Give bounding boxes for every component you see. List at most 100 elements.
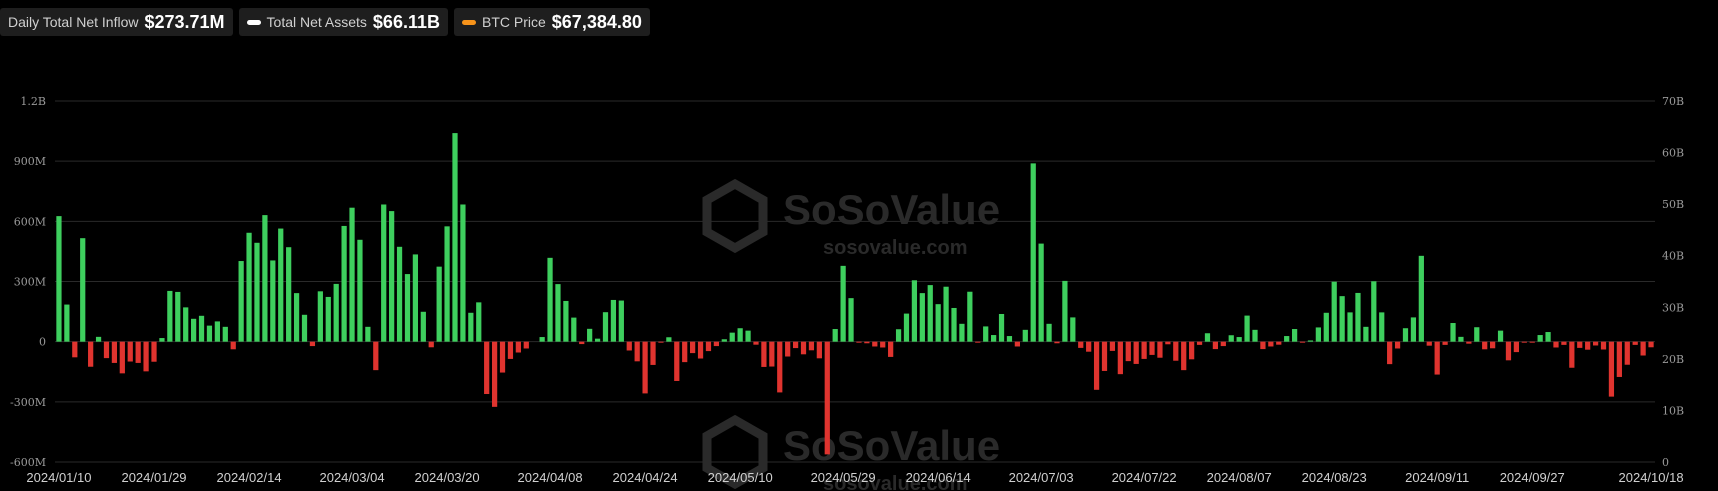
outflow-bar bbox=[230, 341, 236, 350]
outflow-bar bbox=[1426, 341, 1432, 346]
inflow-bar bbox=[1236, 337, 1242, 342]
inflow-bar bbox=[396, 246, 403, 342]
outflow-bar bbox=[1165, 341, 1171, 345]
outflow-bar bbox=[135, 341, 141, 363]
outflow-bar bbox=[523, 341, 529, 349]
inflow-bar bbox=[1371, 281, 1377, 342]
x-axis-tick: 2024/08/07 bbox=[1207, 470, 1272, 485]
outflow-bar bbox=[769, 341, 775, 367]
outflow-bar bbox=[484, 341, 490, 395]
outflow-bar bbox=[1212, 341, 1219, 350]
inflow-bar bbox=[943, 286, 949, 342]
outflow-bar bbox=[1561, 341, 1567, 345]
x-axis-tick: 2024/04/24 bbox=[613, 470, 678, 485]
outflow-bar bbox=[1149, 341, 1155, 355]
legend-item-net-assets[interactable]: Total Net Assets $66.11B bbox=[238, 8, 448, 36]
inflow-bar bbox=[1062, 280, 1068, 342]
inflow-bar bbox=[214, 321, 220, 342]
inflow-bar bbox=[1545, 332, 1551, 342]
x-axis-tick: 2024/05/10 bbox=[708, 470, 773, 485]
outflow-bar bbox=[1521, 341, 1527, 343]
outflow-bar bbox=[1181, 341, 1187, 371]
outflow-bar bbox=[1086, 341, 1092, 352]
inflow-bar bbox=[278, 228, 284, 342]
inflow-bar bbox=[452, 133, 458, 342]
inflow-bar bbox=[1046, 323, 1052, 342]
legend-item-btc-price[interactable]: BTC Price $67,384.80 bbox=[453, 8, 650, 36]
outflow-bar bbox=[1141, 341, 1147, 359]
inflow-bar bbox=[1537, 335, 1543, 342]
outflow-bar bbox=[800, 341, 807, 355]
inflow-bar bbox=[919, 293, 925, 342]
inflow-bar bbox=[1284, 336, 1290, 342]
left-axis-tick: 900M bbox=[14, 155, 46, 168]
outflow-bar bbox=[682, 341, 688, 363]
inflow-bar bbox=[602, 312, 609, 342]
outflow-bar bbox=[753, 341, 759, 345]
inflow-bar bbox=[967, 291, 973, 342]
inflow-bar bbox=[175, 291, 181, 342]
inflow-bar bbox=[848, 298, 854, 342]
watermark-cube-icon bbox=[702, 414, 768, 490]
inflow-bar bbox=[333, 283, 339, 342]
outflow-bar bbox=[1387, 341, 1393, 365]
inflow-bar bbox=[1228, 335, 1234, 342]
inflow-bar bbox=[254, 242, 260, 342]
outflow-bar bbox=[127, 341, 133, 362]
outflow-bar bbox=[626, 341, 632, 351]
outflow-bar bbox=[1616, 341, 1622, 377]
inflow-bar bbox=[198, 315, 205, 342]
inflow-bar bbox=[191, 318, 197, 342]
left-axis-tick: 0 bbox=[39, 336, 46, 349]
outflow-bar bbox=[1109, 341, 1116, 351]
outflow-bar bbox=[1394, 341, 1401, 349]
inflow-bar bbox=[404, 274, 411, 342]
outflow-bar bbox=[650, 341, 656, 365]
watermarks: SoSoValue sosovalue.com SoSoValue sosovalue… bbox=[702, 178, 1000, 491]
outflow-bar bbox=[658, 341, 664, 343]
outflow-bar bbox=[1434, 341, 1440, 375]
gridlines bbox=[55, 100, 1655, 463]
outflow-bar bbox=[1640, 341, 1646, 356]
inflow-bar bbox=[927, 285, 933, 342]
outflow-bar bbox=[1513, 341, 1519, 353]
inflow-bar bbox=[1363, 326, 1369, 342]
legend-value-net-assets: $66.11B bbox=[372, 11, 440, 32]
outflow-bar bbox=[1133, 341, 1139, 364]
inflow-bar bbox=[1458, 336, 1464, 342]
outflow-bar bbox=[1260, 341, 1266, 350]
inflow-bar bbox=[444, 226, 450, 342]
inflow-bar bbox=[1347, 312, 1353, 342]
outflow-bar bbox=[143, 341, 149, 372]
inflow-bar bbox=[341, 225, 347, 342]
inflow-bar bbox=[460, 204, 466, 342]
outflow-bar bbox=[1101, 341, 1108, 371]
outflow-bar bbox=[824, 341, 830, 455]
outflow-bar bbox=[792, 341, 799, 349]
legend-item-daily-inflow[interactable]: Daily Total Net Inflow $273.71M bbox=[0, 8, 233, 36]
inflow-bar bbox=[951, 307, 957, 342]
inflow-bar bbox=[1331, 281, 1337, 342]
x-axis-tick: 2024/09/11 bbox=[1405, 470, 1469, 485]
outflow-bar bbox=[1276, 341, 1282, 345]
inflow-bar bbox=[95, 336, 102, 342]
inflow-bar bbox=[594, 338, 601, 342]
outflow-bar bbox=[1648, 341, 1654, 348]
inflow-bar bbox=[721, 339, 727, 342]
inflow-bar bbox=[745, 330, 751, 342]
watermark-logo: SoSoValue sosovalue.com bbox=[702, 178, 1000, 259]
inflow-bar bbox=[262, 215, 268, 342]
inflow-bar bbox=[610, 299, 617, 342]
axes: 1.2B 900M 600M 300M 0 -300M -600M 70B 60B 50B 40B 3… bbox=[10, 95, 1684, 485]
inflow-bar bbox=[1070, 317, 1076, 342]
x-axis-tick: 2024/03/04 bbox=[319, 470, 384, 485]
outflow-bar bbox=[1299, 341, 1306, 343]
outflow-bar bbox=[777, 341, 783, 393]
outflow-bar bbox=[1577, 341, 1583, 348]
inflow-bar bbox=[1030, 163, 1036, 342]
inflow-bar bbox=[293, 293, 300, 342]
outflow-bar bbox=[808, 341, 815, 351]
inflow-bar bbox=[1252, 329, 1258, 342]
outflow-bar bbox=[713, 341, 719, 347]
